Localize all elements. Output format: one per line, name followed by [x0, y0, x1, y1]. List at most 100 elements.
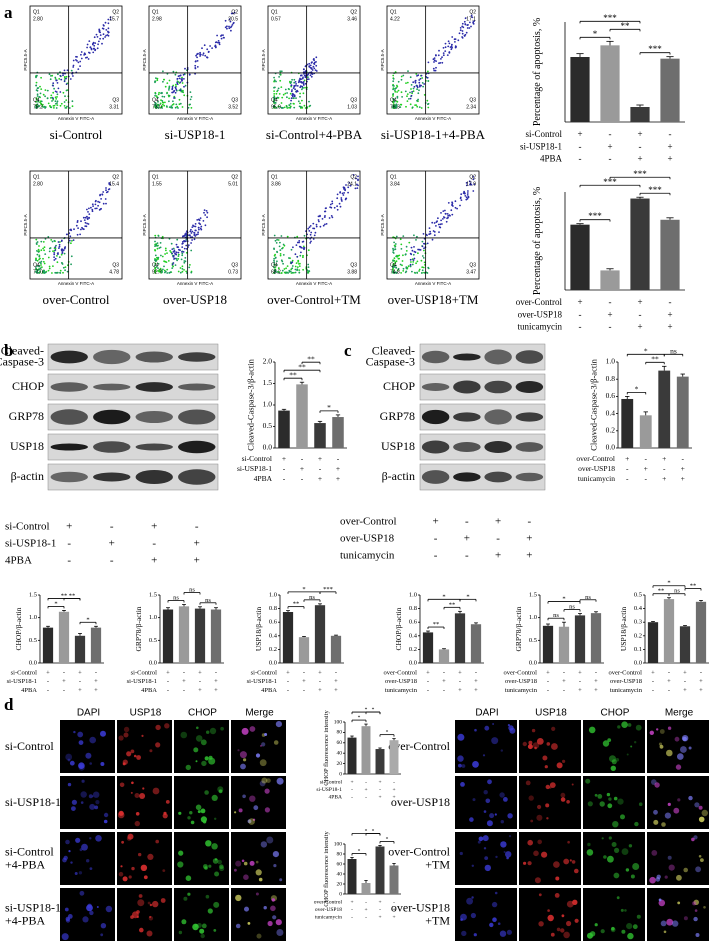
flow-dot	[98, 40, 100, 43]
y-tick-label: 0.8	[409, 605, 417, 612]
flow-caption: over-Control	[43, 292, 110, 307]
condition-sign: -	[427, 678, 429, 685]
flow-dot	[291, 89, 293, 91]
flow-dot	[392, 78, 395, 80]
flow-dot	[441, 56, 443, 59]
flow-dot	[175, 103, 178, 106]
condition-sign: +	[392, 787, 395, 793]
flow-dot	[278, 272, 281, 274]
flow-dot	[413, 257, 416, 260]
flow-dot	[400, 103, 403, 106]
flow-dot	[86, 218, 89, 221]
flow-dot	[158, 91, 161, 94]
condition-name: 4PBA	[329, 795, 342, 801]
cell-signal	[122, 876, 128, 882]
flow-dot	[61, 248, 63, 251]
sig-label: ns	[674, 588, 680, 595]
bar	[570, 57, 590, 122]
cell-signal	[249, 795, 256, 802]
condition-sign: -	[595, 669, 597, 676]
condition-sign: -	[67, 538, 71, 550]
bar	[660, 58, 680, 122]
condition-sign: +	[198, 669, 202, 676]
flow-dot	[421, 255, 424, 257]
flow-dot	[176, 238, 179, 241]
cell-signal	[491, 737, 499, 745]
cell-signal	[235, 923, 241, 929]
cell-signal	[594, 923, 598, 927]
flow-dot	[161, 235, 164, 238]
cell-signal	[264, 788, 270, 794]
cell-signal	[530, 819, 534, 823]
flow-dot	[94, 42, 97, 44]
flow-dot	[184, 67, 186, 70]
flow-dot	[293, 106, 296, 109]
bar	[375, 749, 385, 774]
flow-dot	[472, 190, 475, 192]
sig-label: **	[298, 362, 306, 371]
flow-dot	[273, 105, 275, 108]
flow-dot	[336, 193, 339, 196]
flow-dot	[188, 266, 191, 269]
flow-dot	[273, 93, 276, 95]
flow-dot	[308, 270, 310, 272]
flow-dot	[300, 106, 302, 108]
flow-dot	[321, 218, 324, 220]
condition-sign: +	[577, 129, 582, 139]
condition-sign: +	[699, 678, 703, 685]
flow-dot	[38, 105, 40, 107]
cell-signal	[139, 793, 146, 799]
cell-signal	[499, 930, 507, 937]
flow-dot	[289, 106, 292, 109]
cell-signal	[484, 725, 490, 731]
cell-signal	[71, 799, 77, 805]
y-tick-label: 40	[337, 871, 343, 877]
quadrant-value: 77.0	[33, 269, 43, 275]
flow-dot	[76, 233, 79, 236]
micrograph	[174, 720, 229, 773]
flow-dot	[423, 249, 425, 252]
condition-name: 4PBA	[254, 474, 273, 483]
flow-dot	[104, 36, 106, 38]
condition-name: si-Control	[131, 669, 158, 676]
cell-signal	[654, 782, 660, 788]
cell-signal	[682, 736, 687, 742]
cell-signal	[149, 903, 153, 907]
condition-sign: -	[337, 454, 340, 463]
flow-dot	[172, 262, 175, 264]
flow-dot	[42, 241, 45, 243]
panel-letter: a	[4, 3, 13, 22]
cell-signal	[75, 837, 81, 843]
cell-signal	[500, 820, 504, 824]
flow-dot	[331, 216, 334, 219]
condition-sign: -	[496, 533, 500, 545]
condition-sign: -	[365, 900, 367, 906]
flow-dot	[64, 266, 67, 268]
flow-dot	[42, 260, 45, 263]
blot-band	[178, 469, 216, 485]
flow-dot	[58, 243, 61, 246]
flow-dot	[279, 241, 281, 244]
cell-signal	[613, 796, 618, 801]
flow-dot	[53, 253, 56, 256]
flow-dot	[392, 74, 395, 77]
condition-sign: +	[644, 464, 648, 473]
flow-dot	[431, 238, 434, 241]
flow-dot	[184, 257, 187, 259]
flow-dot	[179, 102, 182, 105]
blot-band	[178, 409, 216, 425]
y-tick-label: 0.0	[29, 659, 37, 666]
cell-signal	[211, 843, 218, 850]
condition-sign: +	[458, 669, 462, 676]
quadrant-name: Q2	[112, 174, 119, 180]
flow-dot	[229, 20, 232, 23]
flow-dot	[331, 200, 334, 203]
condition-sign: +	[667, 141, 672, 151]
flow-dot	[36, 74, 38, 77]
cell-signal	[134, 793, 140, 798]
cell-signal	[71, 806, 76, 811]
flow-dot	[291, 267, 294, 270]
condition-sign: +	[526, 550, 532, 562]
sig-label: ns	[309, 594, 315, 601]
flow-dot	[302, 254, 304, 257]
